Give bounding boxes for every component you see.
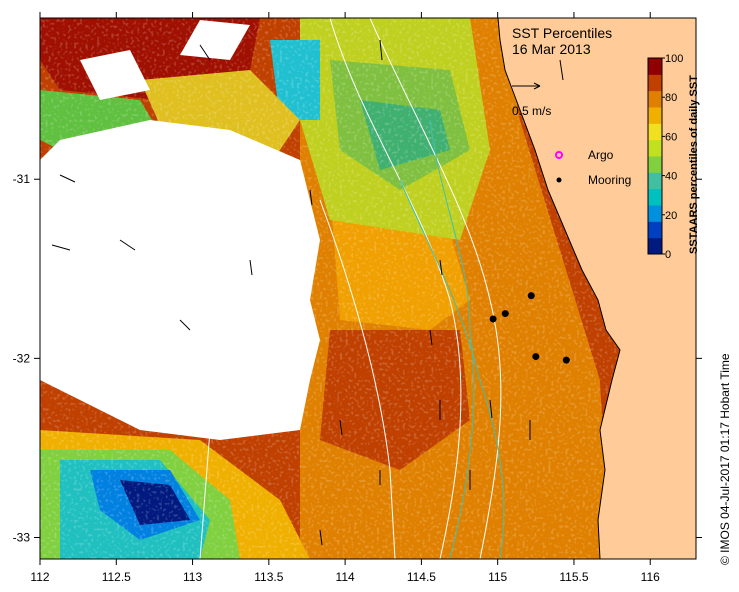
mooring-label: Mooring (588, 173, 631, 187)
land-coastline (497, 18, 696, 559)
x-tick-label: 113 (183, 570, 202, 584)
x-tick-label: 116 (641, 570, 660, 584)
colorbar-segment (648, 139, 662, 157)
colorbar-segment (648, 123, 662, 141)
colorbar-segment (648, 107, 662, 124)
colorbar-label: SSTAARS percentiles of daily SST (688, 75, 700, 254)
y-tick-label: -32 (13, 351, 31, 365)
y-tick-label: -31 (13, 172, 31, 186)
sst-field (40, 18, 696, 559)
colorbar-tick-label: 20 (665, 210, 677, 222)
colorbar-segment (648, 237, 662, 255)
colorbar-tick-label: 60 (665, 131, 677, 143)
colorbar-segment (648, 205, 662, 222)
mooring-marker (532, 353, 540, 361)
y-axis: -31 -32 -33 (13, 172, 702, 545)
colorbar-segment (648, 188, 662, 206)
colorbar-segment (648, 90, 662, 108)
colorbar: 0 20 40 60 80 100 (647, 53, 683, 261)
colorbar-tick-label: 100 (665, 53, 683, 65)
x-tick-label: 113.5 (254, 570, 283, 584)
mooring-marker (527, 292, 535, 300)
colorbar-tick-label: 80 (665, 92, 677, 104)
colorbar-segment (648, 156, 662, 173)
x-tick-label: 115.5 (559, 570, 588, 584)
vector-scale: 0.5 m/s (512, 82, 551, 118)
colorbar-segment (648, 221, 662, 239)
x-tick-label: 114 (336, 570, 355, 584)
mooring-marker (501, 310, 509, 318)
x-tick-label: 112 (30, 570, 49, 584)
x-tick-label: 114.5 (407, 570, 436, 584)
argo-icon (555, 151, 563, 159)
x-axis: 112 112.5 113 113.5 114 114.5 115 115.5 116 (30, 12, 660, 584)
marker-legend: Argo Mooring (555, 148, 631, 187)
mooring-marker (489, 315, 497, 323)
vector-scale-label: 0.5 m/s (512, 104, 551, 118)
mooring-icon (556, 177, 562, 183)
plot-frame (39, 17, 697, 560)
current-vectors (51, 39, 564, 546)
map-title: SST Percentiles (512, 25, 612, 41)
colorbar-segment (648, 172, 662, 190)
colorbar-segment (648, 74, 662, 92)
colorbar-tick-label: 0 (665, 249, 671, 261)
imos-credit: © IMOS 04-Jul-2017 01:17 Hobart Time (718, 353, 732, 565)
mooring-marker (562, 356, 570, 364)
colorbar-tick-label: 40 (665, 171, 677, 183)
mooring-markers (489, 292, 570, 364)
argo-label: Argo (588, 148, 614, 162)
x-tick-label: 115 (488, 570, 507, 584)
y-tick-label: -33 (13, 531, 31, 545)
colorbar-segment (648, 58, 662, 75)
map-date: 16 Mar 2013 (512, 41, 591, 57)
colorbar-frame (647, 57, 663, 255)
x-tick-label: 112.5 (102, 570, 131, 584)
